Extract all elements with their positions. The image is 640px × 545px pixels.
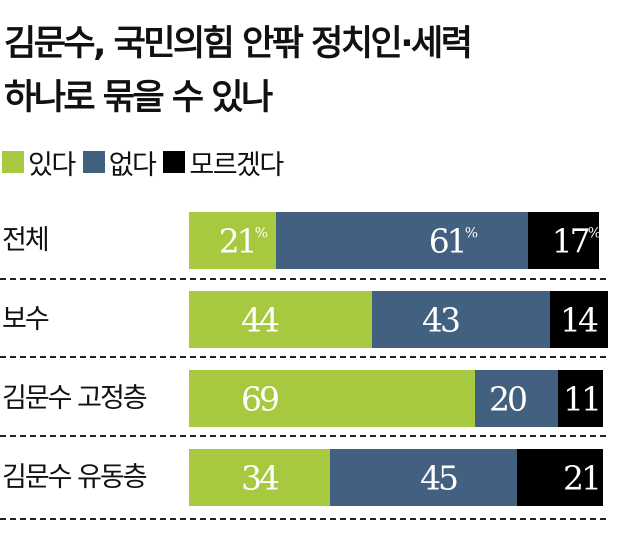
legend-swatch-yes (2, 151, 24, 173)
legend-label-yes: 있다 (28, 149, 76, 181)
value-label: 17% (551, 221, 601, 260)
value-label: 43 (422, 300, 461, 339)
value-label: 21% (218, 221, 268, 260)
value-label: 69 (241, 379, 280, 418)
segment-no: 61% (276, 212, 528, 269)
legend-label-no: 없다 (108, 149, 157, 181)
bar-total: 21% 61% 17% (189, 212, 601, 269)
value-label: 11 (563, 379, 602, 418)
segment-yes: 21% (189, 212, 276, 269)
segment-yes: 69 (189, 370, 475, 427)
value-label: 20 (489, 379, 528, 418)
segment-unsure: 21 (517, 449, 603, 506)
row-separator (0, 278, 606, 280)
legend-label-unsure: 모르겠다 (189, 149, 284, 181)
bar-kim-floating: 34 45 21 (189, 449, 603, 506)
segment-no: 43 (372, 291, 550, 348)
value-label: 44 (241, 300, 280, 339)
legend-item-unsure: 모르겠다 (163, 143, 284, 182)
segment-no: 45 (330, 449, 517, 506)
bar-conservative: 44 43 14 (189, 291, 608, 348)
legend: 있다 없다 모르겠다 (2, 143, 291, 182)
row-label-kim-floating: 김문수 유동층 (2, 462, 148, 493)
chart-title-line2: 하나로 묶을 수 있나 (4, 78, 273, 118)
bar-kim-fixed: 69 20 11 (189, 370, 603, 427)
row-label-kim-fixed: 김문수 고정층 (2, 383, 148, 414)
segment-no: 20 (475, 370, 558, 427)
segment-unsure: 17% (528, 212, 601, 269)
segment-unsure: 14 (550, 291, 608, 348)
row-separator (0, 518, 606, 520)
value-label: 14 (560, 300, 599, 339)
segment-unsure: 11 (558, 370, 603, 427)
chart-title-line1: 김문수, 국민의힘 안팎 정치인·세력 (4, 24, 473, 64)
legend-swatch-unsure (163, 151, 186, 173)
segment-yes: 44 (189, 291, 372, 348)
row-separator (0, 435, 606, 437)
value-label: 34 (241, 458, 280, 497)
value-label: 21 (563, 458, 602, 497)
value-label: 61% (428, 221, 478, 260)
legend-swatch-no (82, 151, 105, 173)
segment-yes: 34 (189, 449, 330, 506)
value-label: 45 (420, 458, 459, 497)
row-label-total: 전체 (2, 225, 50, 256)
row-separator (0, 356, 606, 358)
row-label-conservative: 보수 (2, 304, 50, 335)
legend-item-no: 없다 (82, 143, 157, 182)
legend-item-yes: 있다 (2, 143, 76, 182)
